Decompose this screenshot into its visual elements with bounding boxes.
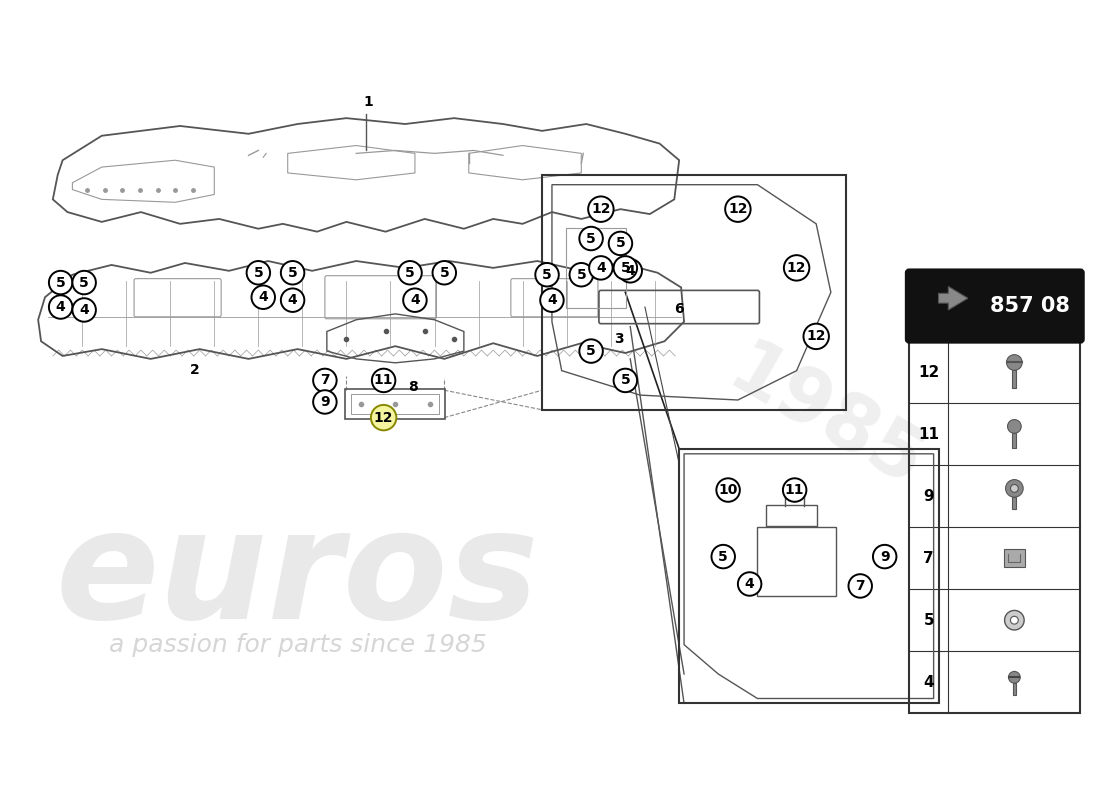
Circle shape — [873, 545, 896, 568]
Circle shape — [1011, 485, 1019, 492]
Text: 8: 8 — [408, 380, 418, 394]
Circle shape — [314, 390, 337, 414]
Text: 4: 4 — [288, 293, 297, 307]
Circle shape — [398, 261, 421, 285]
Circle shape — [570, 263, 593, 286]
Circle shape — [1004, 610, 1024, 630]
Circle shape — [1011, 616, 1019, 624]
Circle shape — [432, 261, 456, 285]
Circle shape — [784, 255, 810, 281]
Circle shape — [314, 369, 337, 392]
Text: 12: 12 — [374, 410, 394, 425]
Bar — [1013, 683, 1015, 695]
Circle shape — [536, 263, 559, 286]
Text: 5: 5 — [718, 550, 728, 563]
Circle shape — [280, 289, 305, 312]
Text: 857 08: 857 08 — [990, 296, 1069, 316]
Circle shape — [614, 256, 637, 280]
Circle shape — [614, 369, 637, 392]
Circle shape — [712, 545, 735, 568]
Text: 5: 5 — [439, 266, 449, 280]
Text: 5: 5 — [923, 613, 934, 628]
Text: 4: 4 — [745, 577, 755, 591]
Circle shape — [1008, 419, 1021, 434]
Circle shape — [618, 259, 642, 282]
Circle shape — [246, 261, 271, 285]
Circle shape — [371, 405, 396, 430]
Text: 5: 5 — [253, 266, 263, 280]
Text: 5: 5 — [405, 266, 415, 280]
Text: 12: 12 — [806, 330, 826, 343]
Text: 1: 1 — [363, 95, 373, 110]
FancyBboxPatch shape — [906, 270, 1084, 342]
Circle shape — [48, 271, 73, 294]
Polygon shape — [938, 286, 968, 310]
Circle shape — [716, 478, 740, 502]
Text: 4: 4 — [79, 303, 89, 317]
Circle shape — [783, 478, 806, 502]
Text: 12: 12 — [591, 202, 611, 216]
Text: 7: 7 — [856, 579, 865, 593]
Circle shape — [1006, 354, 1022, 370]
Text: 3: 3 — [614, 332, 624, 346]
Text: 12: 12 — [786, 261, 806, 275]
Bar — [1012, 370, 1016, 388]
Text: 5: 5 — [542, 268, 552, 282]
Circle shape — [540, 289, 563, 312]
Circle shape — [608, 232, 632, 255]
Text: 4: 4 — [596, 261, 606, 275]
Text: 5: 5 — [288, 266, 297, 280]
Text: 7: 7 — [923, 550, 934, 566]
Text: 5: 5 — [576, 268, 586, 282]
Text: 5: 5 — [620, 261, 630, 275]
Circle shape — [738, 572, 761, 596]
Text: 5: 5 — [616, 237, 625, 250]
Text: 5: 5 — [56, 275, 66, 290]
Text: 9: 9 — [880, 550, 890, 563]
Text: 4: 4 — [410, 293, 420, 307]
Circle shape — [1009, 671, 1020, 683]
Bar — [1012, 498, 1016, 509]
Circle shape — [48, 295, 73, 318]
Text: 12: 12 — [728, 202, 748, 216]
Text: 10: 10 — [718, 483, 738, 497]
Bar — [1012, 434, 1016, 448]
Text: 9: 9 — [923, 489, 934, 504]
Circle shape — [580, 226, 603, 250]
Text: 5: 5 — [586, 231, 596, 246]
Text: 9: 9 — [320, 395, 330, 409]
Text: 11: 11 — [785, 483, 804, 497]
Text: 5: 5 — [586, 344, 596, 358]
Text: 5: 5 — [79, 275, 89, 290]
Circle shape — [372, 369, 395, 392]
Circle shape — [588, 197, 614, 222]
Circle shape — [1005, 479, 1023, 498]
Text: 1985: 1985 — [715, 334, 936, 505]
Text: 4: 4 — [547, 293, 557, 307]
Circle shape — [590, 256, 613, 280]
Circle shape — [580, 339, 603, 363]
Text: 4: 4 — [258, 290, 268, 304]
Text: 5: 5 — [620, 374, 630, 387]
FancyBboxPatch shape — [1003, 550, 1025, 567]
Text: a passion for parts since 1985: a passion for parts since 1985 — [109, 633, 486, 657]
Circle shape — [252, 286, 275, 309]
Text: euros: euros — [56, 502, 539, 650]
Text: 11: 11 — [918, 426, 939, 442]
Circle shape — [73, 298, 96, 322]
Text: 7: 7 — [320, 374, 330, 387]
Text: 2: 2 — [190, 363, 199, 377]
Circle shape — [73, 271, 96, 294]
Circle shape — [848, 574, 872, 598]
Circle shape — [280, 261, 305, 285]
Text: 4: 4 — [923, 674, 934, 690]
Text: 6: 6 — [674, 302, 684, 316]
Text: 4: 4 — [56, 300, 66, 314]
Circle shape — [803, 324, 829, 349]
Text: 12: 12 — [918, 365, 939, 380]
Circle shape — [404, 289, 427, 312]
Text: 11: 11 — [374, 374, 394, 387]
Text: 4: 4 — [626, 264, 635, 278]
Circle shape — [725, 197, 750, 222]
